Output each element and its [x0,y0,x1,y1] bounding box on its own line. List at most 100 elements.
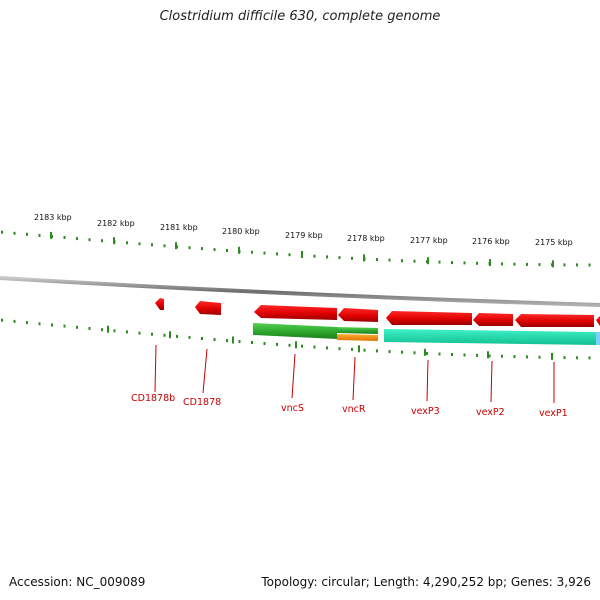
inner-minor-tick [138,331,141,335]
gene-label-cd1878b[interactable]: CD1878b [131,393,175,404]
gene-arrow-vexp3[interactable] [386,311,472,325]
gene-arrow-vncs[interactable] [254,305,337,320]
inner-minor-tick [401,350,403,354]
outer-minor-tick [438,260,441,264]
outer-minor-tick [138,242,141,246]
outer-minor-tick [213,248,216,252]
inner-major-tick [107,325,109,333]
gene-label-vexp1[interactable]: vexP1 [539,408,568,419]
outer-minor-tick [151,243,153,247]
inner-minor-tick [263,342,266,345]
outer-minor-tick [226,249,228,252]
leader-line-vncs [291,353,296,399]
gene-arrow-cd1878[interactable] [195,301,221,315]
gene-arrow-vncr[interactable] [338,308,378,322]
inner-minor-tick [326,346,328,350]
kbp-label: 2181 kbp [160,223,198,232]
outer-major-tick [489,259,491,267]
outer-minor-tick [538,263,541,267]
outer-minor-tick [463,261,466,265]
outer-minor-tick [326,255,328,259]
kbp-label: 2178 kbp [347,234,385,243]
genome-backbone [0,276,600,307]
outer-minor-tick [38,233,41,237]
outer-minor-tick [501,262,503,266]
outer-minor-tick [413,259,416,263]
outer-minor-tick [526,262,528,266]
outer-major-tick [238,246,240,254]
inner-minor-tick [176,334,178,338]
outer-minor-tick [401,259,403,263]
inner-minor-tick [513,355,516,359]
inner-minor-tick [351,347,353,351]
inner-minor-tick [463,353,466,357]
inner-minor-tick [476,353,478,357]
inner-major-tick [295,341,297,349]
kbp-labels: 2183 kbp 2182 kbp 2181 kbp 2180 kbp 2179… [34,213,573,247]
outer-major-tick [301,251,303,258]
inner-minor-tick [576,356,578,360]
gene-arrows [155,298,600,327]
gene-label-group: CD1878b CD1878 vncS vncR vexP3 vexP2 vex… [131,393,568,419]
outer-minor-tick [1,230,3,234]
inner-minor-tick [488,354,491,358]
outer-minor-tick [251,250,253,254]
inner-major-tick [487,351,489,359]
inner-major-tick [424,348,426,356]
outer-minor-tick [88,238,91,242]
outer-minor-tick [263,251,266,255]
gene-label-vncs[interactable]: vncS [281,403,304,414]
inner-minor-tick [238,340,241,343]
feature-band-teal-edge [596,332,600,345]
feature-band-green [253,323,337,339]
inner-minor-tick [438,352,441,356]
inner-minor-tick [201,337,203,340]
outer-minor-tick [63,236,66,239]
gene-label-vncr[interactable]: vncR [342,404,366,415]
inner-minor-tick [501,354,503,358]
inner-minor-tick [151,332,153,336]
gene-arrow-partial[interactable] [596,316,600,326]
inner-minor-tick [226,339,228,343]
gene-arrow-vexp2[interactable] [473,313,513,326]
outer-minor-tick [26,232,28,236]
inner-minor-tick [251,341,253,344]
outer-minor-tick [451,261,453,265]
inner-minor-tick [26,321,28,325]
outer-minor-tick [126,241,128,245]
inner-tick-ruler [1,318,591,360]
feature-band-teal [384,329,596,345]
outer-minor-tick [376,258,378,261]
inner-minor-tick [451,353,453,356]
leader-line-vncr [352,356,356,401]
inner-minor-tick [338,347,341,351]
leader-line-cd1878 [202,348,208,394]
gene-label-cd1878[interactable]: CD1878 [183,397,221,408]
gene-arrow-cd1878b[interactable] [155,298,164,310]
inner-minor-tick [101,328,103,332]
inner-minor-tick [276,342,278,346]
inner-major-tick [358,345,360,353]
inner-minor-tick [288,343,291,347]
inner-minor-tick [163,333,166,337]
outer-major-tick [175,242,177,250]
inner-minor-tick [588,356,591,360]
inner-minor-tick [63,324,66,328]
inner-minor-tick [376,349,378,353]
accession-text: Accession: NC_009089 [9,575,146,589]
gene-arrow-vexp1[interactable] [515,314,594,327]
inner-minor-tick [126,330,128,334]
inner-minor-tick [13,319,16,323]
outer-minor-tick [563,263,566,267]
inner-minor-tick [1,318,3,322]
gene-label-vexp2[interactable]: vexP2 [476,407,505,418]
kbp-label: 2176 kbp [472,237,510,246]
inner-minor-tick [213,338,216,341]
outer-minor-tick [76,237,78,241]
gene-label-vexp3[interactable]: vexP3 [411,406,440,417]
inner-major-tick [551,352,553,360]
outer-minor-tick [338,256,341,260]
outer-minor-tick [476,261,478,265]
outer-minor-tick [288,253,291,257]
